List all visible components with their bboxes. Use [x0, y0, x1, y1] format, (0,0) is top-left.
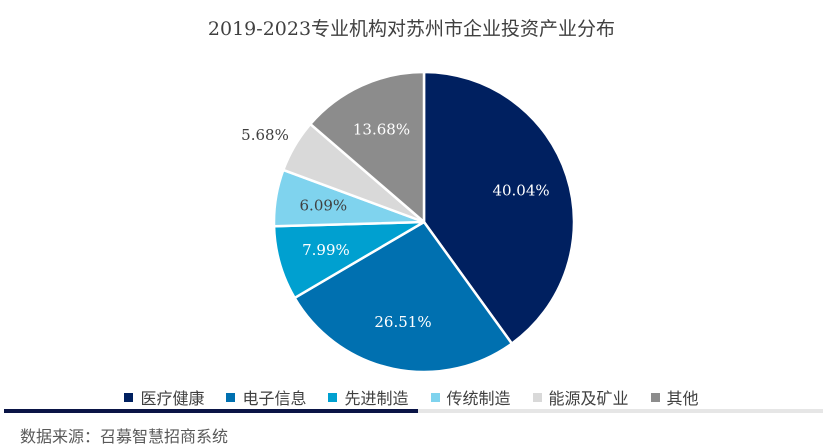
- legend-item-5: 其他: [650, 385, 699, 409]
- legend-label: 先进制造: [344, 389, 409, 408]
- divider-light: [418, 409, 823, 413]
- data-label-4: 5.68%: [241, 126, 289, 144]
- legend-item-0: 医疗健康: [124, 385, 204, 409]
- data-label-1: 26.51%: [374, 313, 431, 331]
- chart-title: 2019-2023专业机构对苏州市企业投资产业分布: [207, 18, 616, 40]
- data-label-2: 7.99%: [302, 241, 350, 259]
- data-label-3: 6.09%: [300, 196, 348, 214]
- legend-item-2: 先进制造: [328, 385, 409, 409]
- legend-swatch: [124, 392, 134, 402]
- legend-label: 能源及矿业: [548, 389, 629, 408]
- legend-label: 电子信息: [242, 389, 307, 408]
- legend-swatch: [650, 392, 660, 402]
- data-label-5: 13.68%: [353, 120, 410, 138]
- legend-label: 其他: [666, 389, 699, 408]
- pie-slice-0: [422, 70, 576, 346]
- legend: 医疗健康 电子信息 先进制造 传统制造 能源及矿业 其他: [0, 385, 823, 409]
- source-note: 数据来源：召募智慧招商系统: [20, 427, 229, 446]
- legend-swatch: [226, 392, 236, 402]
- pie-chart: 40.04% 26.51% 7.99% 6.09% 5.68% 13.68%: [241, 70, 576, 374]
- legend-item-3: 传统制造: [430, 385, 511, 409]
- legend-item-1: 电子信息: [226, 385, 306, 409]
- legend-label: 医疗健康: [140, 389, 205, 408]
- pie-slice-5: [308, 70, 426, 225]
- pie-slice-1: [292, 220, 514, 374]
- divider-dark: [4, 409, 418, 413]
- data-label-0: 40.04%: [492, 182, 549, 200]
- legend-swatch: [328, 392, 338, 402]
- legend-label: 传统制造: [446, 389, 511, 408]
- legend-item-4: 能源及矿业: [532, 385, 629, 409]
- legend-swatch: [532, 392, 542, 402]
- legend-swatch: [430, 392, 440, 402]
